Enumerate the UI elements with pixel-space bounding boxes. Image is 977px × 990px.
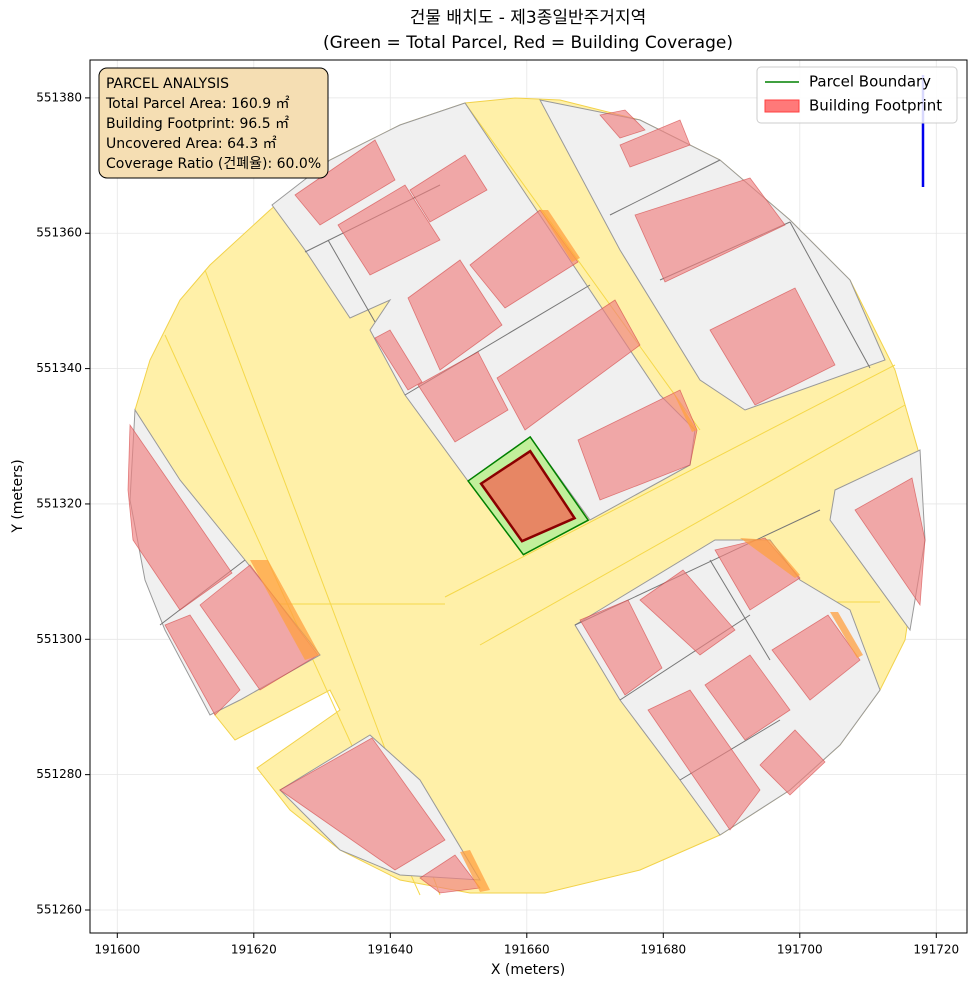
building [374, 329, 423, 391]
y-axis-label: Y (meters) [10, 459, 26, 533]
road-line [444, 364, 896, 598]
y-tick-label: 551320 [36, 496, 82, 510]
y-tick-label: 551280 [36, 767, 82, 781]
road-line [464, 102, 701, 431]
x-tick-label: 191600 [94, 943, 140, 957]
x-tick-label: 191700 [777, 943, 823, 957]
setback-edge [540, 210, 580, 262]
building [619, 119, 691, 168]
setback-edge [250, 560, 320, 660]
building [771, 614, 861, 701]
building [639, 569, 736, 656]
building [409, 154, 488, 223]
building [164, 614, 241, 716]
y-tick-label: 551340 [36, 361, 82, 375]
building [577, 389, 698, 501]
building [469, 209, 579, 309]
legend-swatch [764, 99, 800, 113]
setback-edge [740, 538, 800, 578]
axes-frame [89, 59, 968, 934]
building [294, 139, 396, 226]
legend-box [756, 66, 958, 124]
x-tick-label: 191620 [231, 943, 277, 957]
legend-label: Building Footprint [809, 97, 942, 115]
annotation-box [98, 67, 329, 179]
building [417, 351, 509, 443]
building [407, 259, 503, 371]
building [759, 729, 826, 796]
setback-edge [460, 850, 490, 892]
building [496, 299, 641, 431]
x-tick-label: 191720 [913, 943, 959, 957]
building [279, 737, 446, 871]
x-tick-label: 191680 [640, 943, 686, 957]
annotation-line: Total Parcel Area: 160.9 ㎡ [105, 96, 290, 112]
building [634, 177, 786, 283]
building [127, 423, 233, 611]
building [647, 689, 761, 831]
y-tick-label: 551300 [36, 632, 82, 646]
annotation-line: Building Footprint: 96.5 ㎡ [106, 116, 289, 132]
building-polygon [479, 449, 577, 543]
setback-edge [830, 612, 863, 658]
setback-edge [672, 390, 697, 432]
building [854, 477, 926, 607]
x-tick-label: 191640 [367, 943, 413, 957]
parcel-line [709, 559, 771, 661]
chart-subtitle: (Green = Total Parcel, Red = Building Co… [323, 33, 733, 53]
parcel-line [609, 159, 721, 216]
y-tick-label: 551260 [36, 902, 82, 916]
legend-label: Parcel Boundary [809, 73, 931, 91]
y-tick-label: 551360 [36, 226, 82, 240]
building [337, 184, 441, 276]
annotation-line: PARCEL ANALYSIS [106, 76, 229, 92]
building [704, 654, 791, 741]
chart-title: 건물 배치도 - 제3종일반주거지역 [410, 8, 646, 28]
parcel-line [327, 239, 376, 323]
x-axis-label: X (meters) [491, 962, 565, 978]
building [709, 287, 836, 406]
annotation-line: Uncovered Area: 64.3 ㎡ [106, 136, 277, 152]
y-tick-label: 551380 [36, 90, 82, 104]
road-line [479, 404, 906, 646]
building [579, 599, 663, 696]
annotation-line: Coverage Ratio (건폐율): 60.0% [106, 156, 321, 172]
x-tick-label: 191660 [504, 943, 550, 957]
building [599, 109, 646, 139]
parcel-line [789, 221, 871, 369]
plot-area [90, 60, 967, 933]
